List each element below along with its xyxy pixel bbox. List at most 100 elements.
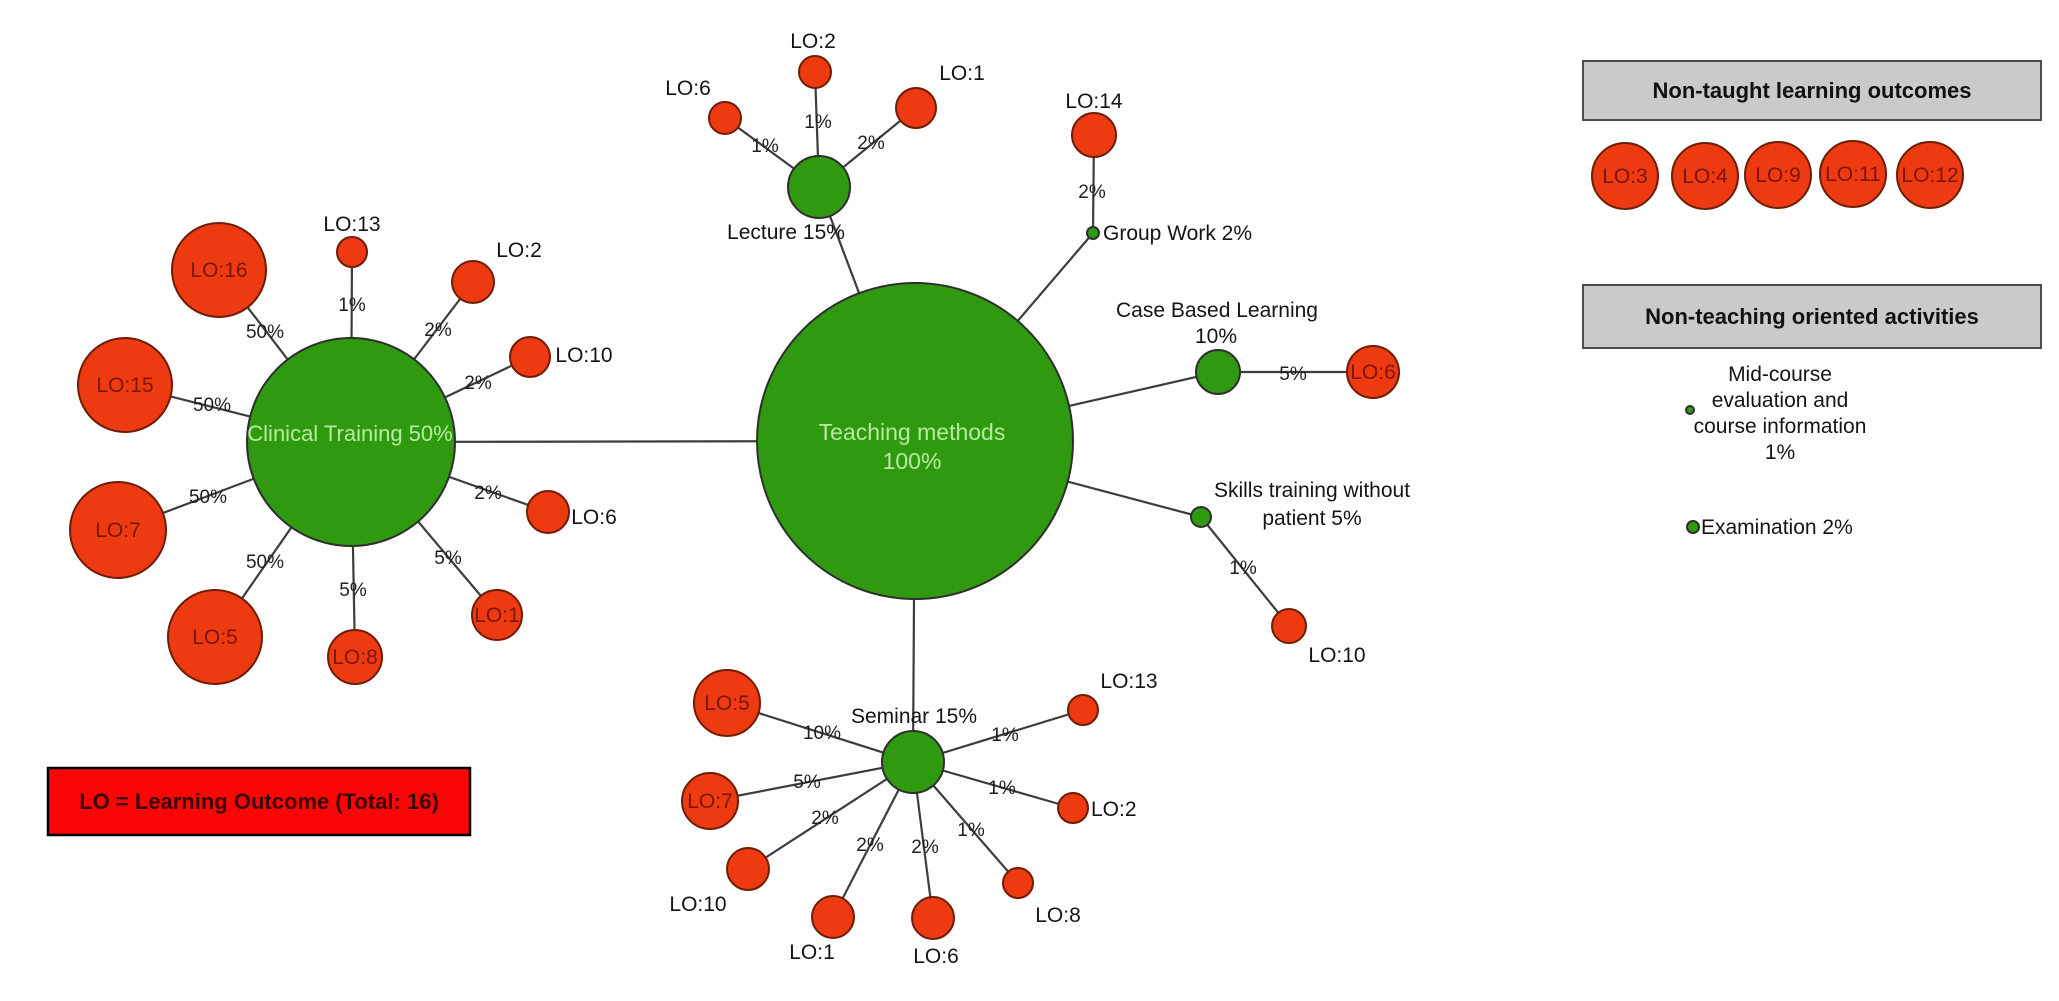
case-based-circle	[1195, 349, 1241, 395]
legend-label: LO = Learning Outcome (Total: 16)	[79, 789, 439, 814]
lecture-lo2-label: LO:2	[790, 30, 836, 53]
lecture-lo6-label: LO:6	[665, 77, 711, 100]
seminar-lo5-node	[693, 669, 761, 737]
casebased-lo6-node	[1346, 345, 1400, 399]
clinical-lo16-node	[171, 222, 267, 318]
lecture-lo1-pct: 2%	[857, 133, 885, 154]
skills-cluster: Skills training without patient 5% LO:10…	[1190, 479, 1410, 667]
teaching-methods-label-line1: Teaching methods	[819, 419, 1006, 445]
lecture-lo2-node	[798, 55, 832, 89]
edge-skills-lo10	[1200, 516, 1290, 627]
lecture-lo1-node	[895, 87, 937, 129]
nontaught-lo4-node	[1671, 142, 1739, 210]
seminar-lo1-label: LO:1	[789, 941, 835, 964]
clinical-lo8-label: LO:8	[332, 646, 378, 669]
seminar-lo2-label: LO:2	[1091, 798, 1137, 821]
clinical-lo7-pct: 50%	[189, 487, 227, 508]
seminar-lo5-pct: 10%	[803, 723, 841, 744]
non-taught-header-box	[1582, 60, 2042, 121]
clinical-lo16-label: LO:16	[190, 259, 247, 282]
seminar-lo5-label: LO:5	[704, 692, 750, 715]
non-teaching-title: Non-teaching oriented activities	[1645, 304, 1979, 329]
clinical-lo5-label: LO:5	[192, 626, 238, 649]
group-work-dot	[1086, 226, 1100, 240]
group-work-cluster: Group Work 2% LO:14 2%	[1065, 90, 1252, 245]
clinical-training-circle	[246, 337, 456, 547]
clinical-lo13-label: LO:13	[323, 213, 380, 236]
seminar-lo2-pct: 1%	[988, 778, 1016, 799]
skills-lo10-pct: 1%	[1229, 558, 1257, 579]
seminar-lo8-node	[1002, 867, 1034, 899]
edge-seminar-lo7	[709, 760, 914, 803]
non-teaching-header-box	[1582, 284, 2042, 349]
skills-lo10-label: LO:10	[1308, 644, 1365, 667]
seminar-lo10-label: LO:10	[669, 893, 726, 916]
seminar-lo6-pct: 2%	[911, 837, 939, 858]
clinical-lo8-node	[327, 629, 383, 685]
skills-label-line2: patient 5%	[1262, 507, 1361, 530]
case-based-label-line1: Case Based Learning	[1116, 299, 1318, 322]
clinical-lo1-node	[471, 589, 523, 641]
legend: LO = Learning Outcome (Total: 16)	[46, 766, 472, 837]
seminar-lo13-label: LO:13	[1100, 670, 1157, 693]
clinical-lo15-pct: 50%	[193, 395, 231, 416]
teaching-methods-node: Teaching methods 100%	[756, 282, 1074, 600]
clinical-lo2-node	[451, 260, 495, 304]
lecture-lo6-node	[708, 101, 742, 135]
non-teaching-panel: Non-teaching oriented activities Mid-cou…	[1582, 284, 2042, 539]
nontaught-lo12-label: LO:12	[1901, 164, 1958, 187]
legend-red-box	[46, 766, 472, 837]
skills-label-line1: Skills training without	[1214, 479, 1410, 502]
clinical-lo16-pct: 50%	[246, 322, 284, 343]
clinical-lo10-node	[509, 336, 551, 378]
group-work-label: Group Work 2%	[1103, 222, 1252, 245]
nontaught-lo11-label: LO:11	[1825, 163, 1881, 186]
casebased-lo6-pct: 5%	[1279, 364, 1307, 385]
seminar-lo1-pct: 2%	[856, 835, 884, 856]
teaching-methods-circle	[756, 282, 1074, 600]
nontaught-lo3-label: LO:3	[1602, 165, 1648, 188]
clinical-lo6-node	[526, 490, 570, 534]
seminar-label: Seminar 15%	[851, 705, 977, 728]
casebased-lo6-label: LO:6	[1350, 361, 1396, 384]
lecture-label: Lecture 15%	[727, 221, 845, 244]
clinical-lo2-label: LO:2	[496, 239, 542, 262]
case-based-cluster: Case Based Learning 10% LO:6 5%	[1116, 299, 1400, 399]
edge-seminar-lo10	[747, 761, 914, 870]
seminar-lo2-node	[1057, 792, 1089, 824]
clinical-lo5-node	[167, 589, 263, 685]
seminar-lo7-pct: 5%	[793, 772, 821, 793]
groupwork-lo14-pct: 2%	[1078, 182, 1106, 203]
clinical-lo13-node	[336, 236, 368, 268]
nontaught-lo9-label: LO:9	[1755, 164, 1801, 187]
mid-course-line2: evaluation and	[1712, 389, 1849, 412]
nontaught-lo4-label: LO:4	[1682, 165, 1728, 188]
groupwork-lo14-label: LO:14	[1065, 90, 1123, 113]
lecture-cluster: Lecture 15% LO:6 1% LO:2 1% LO:1 2%	[665, 30, 985, 244]
mid-course-dot	[1685, 405, 1695, 415]
seminar-lo8-label: LO:8	[1035, 904, 1081, 927]
clinical-lo10-pct: 2%	[464, 373, 492, 394]
seminar-cluster: Seminar 15% LO:13 1% LO:2 1% LO:8 1% LO:…	[669, 669, 1158, 968]
clinical-lo5-pct: 50%	[246, 552, 284, 573]
clinical-cluster: Clinical Training 50% LO:13 1% LO:2 2% L…	[69, 213, 617, 685]
clinical-lo15-node	[77, 337, 173, 433]
lecture-lo6-pct: 1%	[751, 136, 779, 157]
non-taught-panel: Non-taught learning outcomes LO:3 LO:4 L…	[1582, 60, 2042, 210]
seminar-lo10-node	[726, 847, 770, 891]
seminar-lo13-node	[1067, 694, 1099, 726]
lecture-lo1-label: LO:1	[939, 62, 985, 85]
clinical-lo6-label: LO:6	[571, 506, 617, 529]
seminar-lo6-label: LO:6	[913, 945, 959, 968]
clinical-lo13-pct: 1%	[338, 295, 366, 316]
skills-circle	[1190, 506, 1212, 528]
mid-course-line4: 1%	[1765, 441, 1795, 464]
lecture-circle	[787, 155, 851, 219]
clinical-lo6-pct: 2%	[474, 483, 502, 504]
seminar-lo13-pct: 1%	[991, 725, 1019, 746]
seminar-lo1-node	[811, 895, 855, 939]
nontaught-lo9-node	[1744, 141, 1812, 209]
seminar-lo10-pct: 2%	[811, 808, 839, 829]
